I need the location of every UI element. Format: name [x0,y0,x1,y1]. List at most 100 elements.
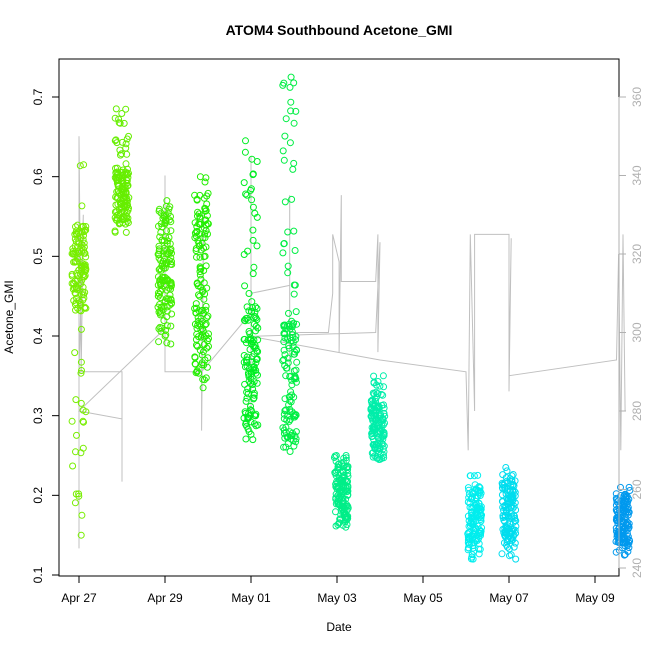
series-cluster [279,73,301,455]
y2-tick-label: 280 [630,401,644,421]
data-point [122,105,130,113]
data-point [165,216,173,224]
data-point [120,119,128,127]
data-point [282,325,290,333]
data-point [620,551,628,559]
data-point [372,388,380,396]
data-point [343,515,351,523]
data-point [193,253,200,261]
data-point [203,284,211,292]
data-point [193,223,201,231]
data-point [78,266,86,274]
series-cluster [498,464,520,563]
data-point [201,205,209,213]
data-point [502,464,510,471]
data-point [371,452,379,460]
data-point [251,411,259,419]
data-point [290,227,298,235]
secondary-line [77,136,626,549]
data-point [252,359,260,367]
y2-tick-label: 240 [630,558,644,578]
data-point [332,508,339,516]
data-point [115,205,123,213]
data-point [241,148,249,156]
data-point [244,385,252,393]
data-point [616,511,624,519]
data-point [499,471,507,479]
data-point [192,300,200,308]
data-point [248,340,256,348]
data-point [286,325,294,333]
data-point [617,483,624,491]
data-point [78,202,86,210]
secondary-line-layer [77,136,626,549]
data-point [112,164,119,172]
data-point [290,290,298,298]
data-point [247,430,255,438]
data-point [339,487,347,495]
data-point [288,408,296,416]
data-point [292,438,300,446]
data-point [82,253,90,261]
data-point [468,504,476,512]
data-point [280,346,288,354]
data-point [196,264,204,272]
data-point [123,201,131,209]
data-point [202,174,210,182]
data-point [249,342,257,350]
data-point [334,463,342,471]
data-point [201,178,209,186]
data-point [197,221,205,228]
data-point [284,359,292,367]
data-point [71,349,79,357]
data-point [193,341,200,349]
data-point [199,286,207,294]
data-point [475,507,483,515]
data-point [204,220,212,228]
data-point [616,530,624,538]
data-point [249,381,257,388]
data-point [200,194,208,202]
data-point [77,531,85,539]
data-point [280,240,288,248]
data-point [292,332,300,340]
data-point [201,207,209,215]
data-point [203,314,211,322]
data-point [369,428,377,436]
data-point [73,243,81,251]
data-point [508,515,516,523]
data-point [79,417,87,425]
data-point [506,552,513,560]
data-point [499,481,507,488]
series-cluster [68,161,90,539]
data-point [158,236,166,244]
data-point [464,544,472,552]
data-point [283,364,291,372]
data-point [77,358,85,366]
data-point [243,303,251,311]
data-point [247,402,254,410]
data-point [155,338,163,346]
data-point [292,107,300,115]
data-point [244,247,252,255]
data-point [252,327,260,335]
x-axis-label: Date [326,620,352,634]
data-point [287,107,295,115]
data-point [201,356,209,364]
data-point [111,137,119,145]
data-point [250,389,258,397]
data-point [511,526,519,534]
data-point [290,119,298,127]
data-point [290,442,298,450]
data-point [191,234,199,242]
data-point [160,282,168,290]
series-cluster [191,173,212,392]
data-point [614,538,622,546]
data-point [167,322,175,330]
data-point [279,249,287,257]
x-tick-label: Apr 29 [147,591,183,605]
data-point [378,454,386,462]
data-point [332,500,340,508]
data-point [79,288,87,296]
